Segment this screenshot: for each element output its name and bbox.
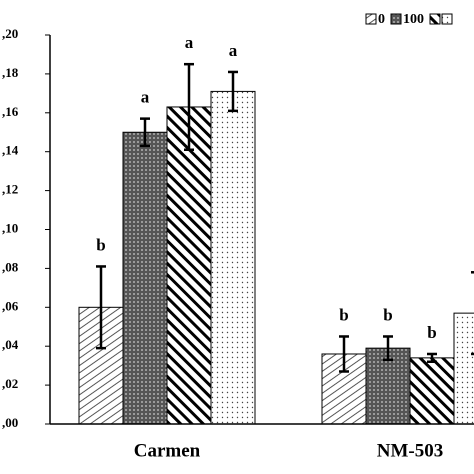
significance-letter: a <box>141 88 150 107</box>
y-tick-label: ,10 <box>2 220 18 235</box>
bar <box>409 357 455 425</box>
error-bar <box>228 70 238 113</box>
y-tick-label: ,04 <box>2 337 19 352</box>
significance-letter: a <box>229 41 238 60</box>
legend-swatch <box>441 13 453 25</box>
legend-swatch <box>429 13 441 25</box>
plot: Carmen NM-503 b b a b a b a <box>78 33 474 461</box>
error-bar <box>184 62 194 152</box>
legend-label: 0 <box>378 12 385 27</box>
significance-letter: b <box>339 305 348 324</box>
y-tick-label: ,20 <box>2 26 18 41</box>
bar <box>210 90 256 425</box>
legend-swatch <box>390 13 402 25</box>
legend-label: 100 <box>403 12 424 27</box>
significance-letter: a <box>185 33 194 52</box>
error-bar <box>383 335 393 362</box>
error-bar <box>140 117 150 148</box>
bar <box>122 131 168 425</box>
significance-letter: b <box>383 305 392 324</box>
y-tick-label: ,16 <box>2 104 19 119</box>
error-bar <box>427 352 437 364</box>
y-tick-label: ,12 <box>2 182 18 197</box>
bar <box>166 106 212 425</box>
error-bar <box>96 265 106 350</box>
error-bar <box>471 271 474 356</box>
y-tick-label: ,06 <box>2 298 19 313</box>
y-tick-label: ,00 <box>2 415 18 430</box>
y-tick-label: ,14 <box>2 143 19 158</box>
legend: 0 100 <box>365 12 453 27</box>
y-tick-label: ,18 <box>2 65 19 80</box>
significance-letter: b <box>427 323 436 342</box>
bar <box>453 312 474 425</box>
x-tick-label: NM-503 <box>377 440 443 461</box>
legend-swatch <box>365 13 377 25</box>
y-tick-label: ,08 <box>2 259 19 274</box>
x-tick-label: Carmen <box>134 440 201 461</box>
significance-letter: b <box>96 235 105 254</box>
y-tick-label: ,02 <box>2 376 18 391</box>
error-bar <box>339 335 349 373</box>
